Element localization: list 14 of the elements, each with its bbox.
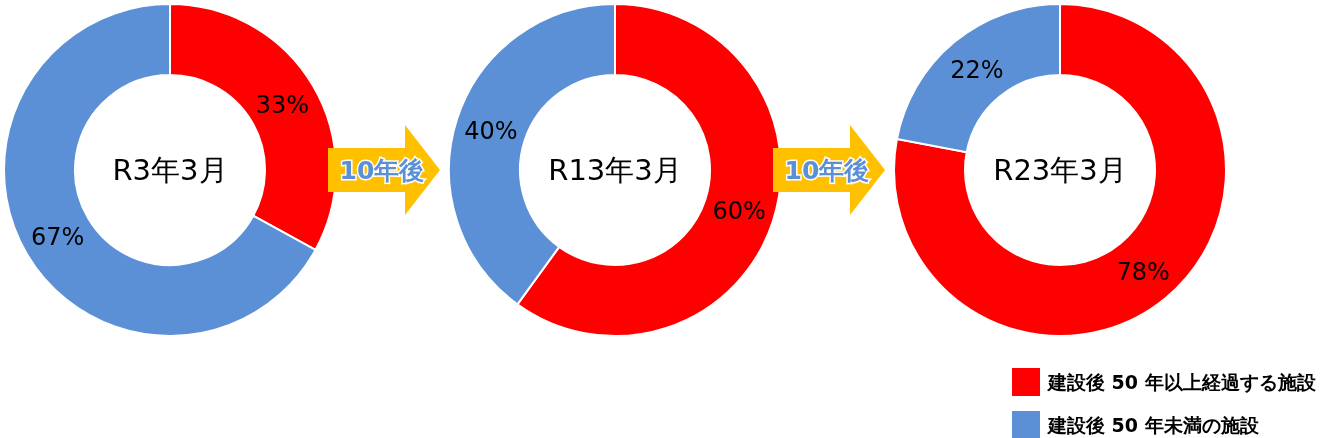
text: R3年3月 [112,153,228,187]
data-label: 33% [255,90,309,119]
donut-slice [893,3,1227,337]
legend-label: 建設後 50 年未満の施設 [1046,414,1260,436]
data-label: 22% [950,56,1004,85]
legend-label: 建設後 50 年以上経過する施設 [1046,371,1317,393]
text: 10年後 [339,156,425,185]
text: R23年3月 [993,153,1127,187]
data-label: 78% [1116,257,1170,286]
data-label: 40% [464,116,518,145]
data-label: 67% [31,223,85,252]
text: 10年後 [784,156,870,185]
text: R13年3月 [548,153,682,187]
data-label: 60% [712,197,766,226]
